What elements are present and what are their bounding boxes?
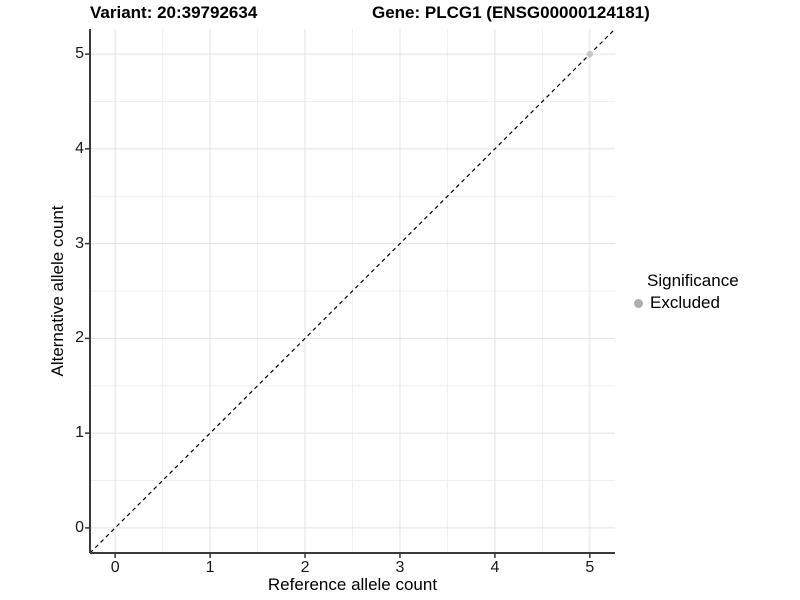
legend-title: Significance bbox=[647, 271, 739, 290]
x-tick-label: 4 bbox=[490, 559, 500, 576]
y-tick-label: 2 bbox=[75, 329, 84, 347]
variant-title: Variant: 20:39792634 bbox=[90, 3, 258, 22]
y-tick-label: 1 bbox=[75, 424, 84, 442]
data-point-excluded bbox=[586, 50, 594, 58]
y-axis-title: Alternative allele count bbox=[48, 205, 67, 377]
x-tick-label: 5 bbox=[585, 559, 595, 576]
identity-dashed-line bbox=[89, 28, 616, 554]
legend-entry-excluded: Excluded bbox=[634, 293, 739, 313]
y-tick-label: 4 bbox=[75, 139, 84, 157]
x-tick-label: 0 bbox=[110, 559, 120, 576]
gene-title: Gene: PLCG1 (ENSG00000124181) bbox=[372, 3, 650, 22]
x-tick-label: 1 bbox=[205, 559, 215, 576]
y-tick-label: 0 bbox=[75, 518, 84, 536]
legend: Significance Excluded bbox=[634, 271, 739, 313]
x-tick-label: 3 bbox=[395, 559, 405, 576]
x-tick-label: 2 bbox=[300, 559, 310, 576]
y-tick-label: 5 bbox=[75, 45, 84, 63]
legend-entry-label: Excluded bbox=[650, 293, 720, 312]
y-tick-label: 3 bbox=[75, 234, 84, 252]
x-axis-title: Reference allele count bbox=[267, 575, 438, 594]
excluded-key-dot-icon bbox=[634, 298, 643, 308]
